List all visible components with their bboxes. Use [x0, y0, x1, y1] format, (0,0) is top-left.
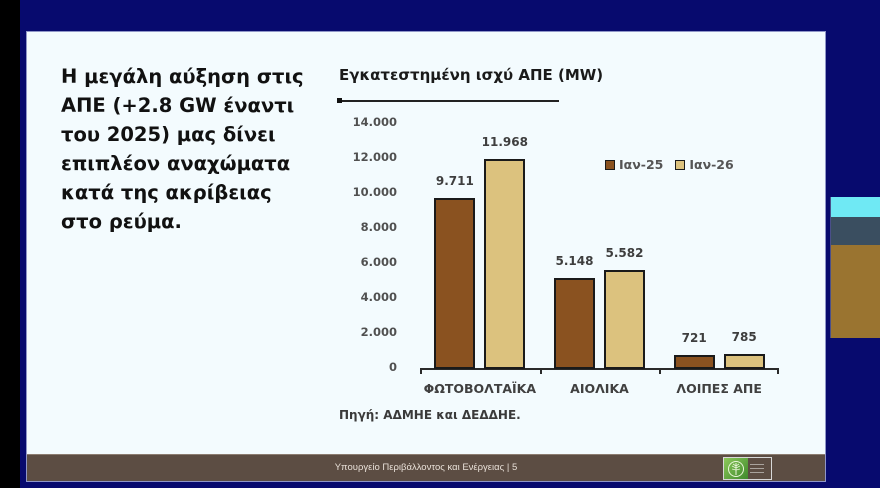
bar-jan25: [673, 355, 715, 369]
y-axis-tick-label: 8.000: [360, 220, 397, 234]
x-axis-category-label: ΦΩΤΟΒΟΛΤΑΪΚΑ: [423, 381, 537, 396]
left-black-strip: [0, 0, 20, 488]
y-axis-tick-label: 14.000: [352, 115, 397, 129]
y-axis-tick-label: 2.000: [360, 325, 397, 339]
logo-emblem-icon: [724, 458, 748, 479]
bar-value-label: 11.968: [481, 134, 528, 149]
y-axis-tick-label: 0: [388, 360, 397, 374]
y-axis-tick-label: 4.000: [360, 290, 397, 304]
bar-jan25: [554, 277, 595, 369]
presentation-slide: Η μεγάλη αύξηση στις ΑΠΕ (+2.8 GW έναντι…: [26, 31, 826, 482]
x-axis-tick: [420, 368, 422, 374]
legend-swatch-series-1: [605, 159, 615, 170]
bar-value-label: 785: [731, 330, 757, 345]
legend-item-series-2: Ιαν-26: [675, 157, 734, 172]
y-axis-tick-label: 12.000: [352, 150, 397, 164]
bar-value-label: 5.582: [605, 246, 644, 261]
bar-value-label: 5.148: [555, 253, 594, 268]
bar-jan26: [604, 270, 645, 369]
bar-jan26: [723, 354, 765, 369]
title-underline-marker: [337, 98, 342, 103]
x-axis-line: [420, 368, 779, 370]
x-axis-category-label: ΑΙΟΛΙΚΑ: [570, 381, 629, 396]
legend-label-series-1: Ιαν-25: [619, 157, 664, 172]
bar-jan26: [484, 158, 526, 369]
bar-value-label: 9.711: [435, 174, 474, 189]
title-underline: [337, 100, 559, 102]
footer-text: Υπουργείο Περιβάλλοντος και Ενέργειας | …: [334, 462, 518, 473]
source-note: Πηγή: ΑΔΜΗΕ και ΔΕΔΔΗΕ.: [339, 408, 521, 422]
side-video-thumbnail: [830, 197, 880, 338]
x-axis-category-label: ΛΟΙΠΕΣ ΑΠΕ: [676, 381, 762, 396]
bar-jan25: [434, 198, 476, 369]
legend-label-series-2: Ιαν-26: [689, 157, 734, 172]
legend-swatch-series-2: [675, 159, 686, 170]
x-axis-tick: [539, 368, 542, 374]
ministry-logo: [723, 457, 772, 480]
x-axis-tick: [659, 368, 662, 374]
bar-chart: 0 2.000 4.000 6.000 8.000 10.000 12.000 14.000 9…: [327, 112, 787, 412]
legend-item-series-1: Ιαν-25: [605, 157, 663, 172]
x-axis-tick: [777, 368, 779, 374]
slide-footer: Υπουργείο Περιβάλλοντος και Ενέργειας | …: [27, 454, 825, 481]
chart-legend: Ιαν-25 Ιαν-26: [605, 157, 746, 172]
chart-title: Εγκατεστημένη ισχύ ΑΠΕ (MW): [339, 66, 604, 84]
y-axis-tick-label: 6.000: [360, 255, 397, 269]
slide-headline: Η μεγάλη αύξηση στις ΑΠΕ (+2.8 GW έναντι…: [61, 65, 304, 233]
y-axis-tick-label: 10.000: [352, 185, 397, 199]
bar-value-label: 721: [681, 331, 707, 346]
logo-wordmark: [748, 458, 771, 479]
